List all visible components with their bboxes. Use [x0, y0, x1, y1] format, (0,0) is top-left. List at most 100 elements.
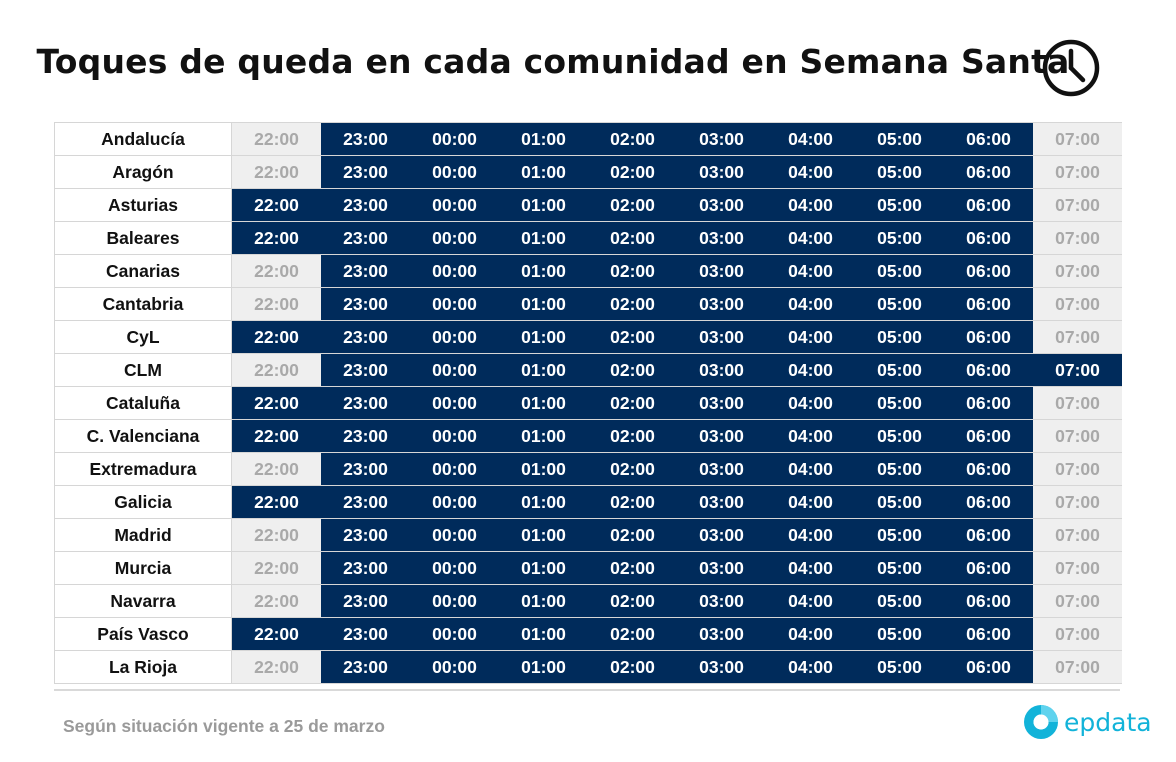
region-label: CyL	[54, 320, 232, 354]
table-row: Cantabria 22:00 23:00 00:00 01:00 02:00 03:00 0…	[54, 287, 1122, 321]
curfew-hour-cell: 23:00	[321, 617, 410, 651]
curfew-hour-cell: 05:00	[855, 419, 944, 453]
region-label: Aragón	[54, 155, 232, 189]
curfew-hour-cell: 00:00	[410, 584, 499, 618]
curfew-hour-cell: 05:00	[855, 122, 944, 156]
curfew-hour-cell: 05:00	[855, 485, 944, 519]
free-hour-cell: 07:00	[1033, 155, 1122, 189]
table-row: Galicia 22:00 23:00 00:00 01:00 02:00 03:00 04:…	[54, 485, 1122, 519]
curfew-hour-cell: 04:00	[766, 254, 855, 288]
free-hour-cell: 07:00	[1033, 584, 1122, 618]
curfew-hour-cell: 05:00	[855, 518, 944, 552]
curfew-hour-cell: 00:00	[410, 353, 499, 387]
curfew-hour-cell: 02:00	[588, 287, 677, 321]
curfew-hour-cell: 00:00	[410, 518, 499, 552]
curfew-hour-cell: 03:00	[677, 584, 766, 618]
curfew-hour-cell: 23:00	[321, 518, 410, 552]
curfew-hour-cell: 22:00	[231, 221, 321, 255]
curfew-hour-cell: 06:00	[944, 386, 1033, 420]
curfew-hour-cell: 04:00	[766, 287, 855, 321]
curfew-hour-cell: 00:00	[410, 386, 499, 420]
curfew-hour-cell: 02:00	[588, 320, 677, 354]
table-row: País Vasco 22:00 23:00 00:00 01:00 02:00 03:00…	[54, 617, 1122, 651]
curfew-hour-cell: 01:00	[499, 353, 588, 387]
curfew-hour-cell: 03:00	[677, 518, 766, 552]
curfew-hour-cell: 06:00	[944, 188, 1033, 222]
free-hour-cell: 22:00	[231, 551, 321, 585]
curfew-hour-cell: 01:00	[499, 122, 588, 156]
curfew-hour-cell: 23:00	[321, 155, 410, 189]
free-hour-cell: 07:00	[1033, 188, 1122, 222]
curfew-hour-cell: 03:00	[677, 122, 766, 156]
curfew-hour-cell: 04:00	[766, 584, 855, 618]
curfew-hour-cell: 03:00	[677, 188, 766, 222]
free-hour-cell: 22:00	[231, 452, 321, 486]
free-hour-cell: 07:00	[1033, 386, 1122, 420]
curfew-hour-cell: 06:00	[944, 155, 1033, 189]
region-label: Murcia	[54, 551, 232, 585]
curfew-hour-cell: 05:00	[855, 320, 944, 354]
curfew-hour-cell: 04:00	[766, 320, 855, 354]
curfew-hour-cell: 05:00	[855, 617, 944, 651]
region-label: Canarias	[54, 254, 232, 288]
free-hour-cell: 22:00	[231, 650, 321, 684]
curfew-hour-cell: 00:00	[410, 155, 499, 189]
curfew-hour-cell: 06:00	[944, 485, 1033, 519]
epdata-logo-icon	[1024, 705, 1058, 739]
curfew-hour-cell: 23:00	[321, 287, 410, 321]
region-label: Extremadura	[54, 452, 232, 486]
curfew-hour-cell: 06:00	[944, 254, 1033, 288]
curfew-hour-cell: 22:00	[231, 320, 321, 354]
region-label: Cantabria	[54, 287, 232, 321]
curfew-hour-cell: 23:00	[321, 254, 410, 288]
curfew-hour-cell: 04:00	[766, 221, 855, 255]
curfew-hour-cell: 23:00	[321, 221, 410, 255]
curfew-hour-cell: 03:00	[677, 419, 766, 453]
free-hour-cell: 22:00	[231, 518, 321, 552]
curfew-hour-cell: 00:00	[410, 617, 499, 651]
table-row: Cataluña 22:00 23:00 00:00 01:00 02:00 03:00 04…	[54, 386, 1122, 420]
curfew-hour-cell: 03:00	[677, 452, 766, 486]
curfew-hour-cell: 04:00	[766, 452, 855, 486]
curfew-hour-cell: 03:00	[677, 287, 766, 321]
curfew-hour-cell: 03:00	[677, 353, 766, 387]
curfew-hour-cell: 05:00	[855, 386, 944, 420]
curfew-hour-cell: 03:00	[677, 254, 766, 288]
curfew-hour-cell: 01:00	[499, 419, 588, 453]
table-row: Baleares 22:00 23:00 00:00 01:00 02:00 03:00 04…	[54, 221, 1122, 255]
table-row: La Rioja 22:00 23:00 00:00 01:00 02:00 03:00 04…	[54, 650, 1122, 684]
curfew-hour-cell: 02:00	[588, 353, 677, 387]
curfew-hour-cell: 23:00	[321, 551, 410, 585]
table-row: Canarias 22:00 23:00 00:00 01:00 02:00 03:00 04…	[54, 254, 1122, 288]
curfew-hour-cell: 05:00	[855, 221, 944, 255]
table-row: Andalucía 22:00 23:00 00:00 01:00 02:00 03:00 0…	[54, 122, 1122, 156]
curfew-hour-cell: 23:00	[321, 452, 410, 486]
free-hour-cell: 07:00	[1033, 551, 1122, 585]
table-row: CLM 22:00 23:00 00:00 01:00 02:00 03:00 04:00 05…	[54, 353, 1122, 387]
free-hour-cell: 22:00	[231, 287, 321, 321]
region-label: Navarra	[54, 584, 232, 618]
curfew-hour-cell: 00:00	[410, 650, 499, 684]
curfew-hour-cell: 05:00	[855, 287, 944, 321]
table-row: Navarra 22:00 23:00 00:00 01:00 02:00 03:00 04:…	[54, 584, 1122, 618]
curfew-hour-cell: 03:00	[677, 485, 766, 519]
curfew-hour-cell: 04:00	[766, 386, 855, 420]
free-hour-cell: 22:00	[231, 353, 321, 387]
curfew-hour-cell: 01:00	[499, 155, 588, 189]
curfew-hour-cell: 02:00	[588, 518, 677, 552]
curfew-hour-cell: 23:00	[321, 584, 410, 618]
table-row: Madrid 22:00 23:00 00:00 01:00 02:00 03:00 04:0…	[54, 518, 1122, 552]
curfew-hour-cell: 04:00	[766, 518, 855, 552]
curfew-hour-cell: 02:00	[588, 188, 677, 222]
region-label: Cataluña	[54, 386, 232, 420]
curfew-hour-cell: 01:00	[499, 221, 588, 255]
region-label: Madrid	[54, 518, 232, 552]
table-row: Aragón 22:00 23:00 00:00 01:00 02:00 03:00 04:0…	[54, 155, 1122, 189]
region-label: Asturias	[54, 188, 232, 222]
curfew-hour-cell: 01:00	[499, 650, 588, 684]
curfew-hour-cell: 03:00	[677, 551, 766, 585]
curfew-hour-cell: 05:00	[855, 155, 944, 189]
curfew-hour-cell: 00:00	[410, 551, 499, 585]
curfew-hour-cell: 06:00	[944, 617, 1033, 651]
free-hour-cell: 07:00	[1033, 485, 1122, 519]
